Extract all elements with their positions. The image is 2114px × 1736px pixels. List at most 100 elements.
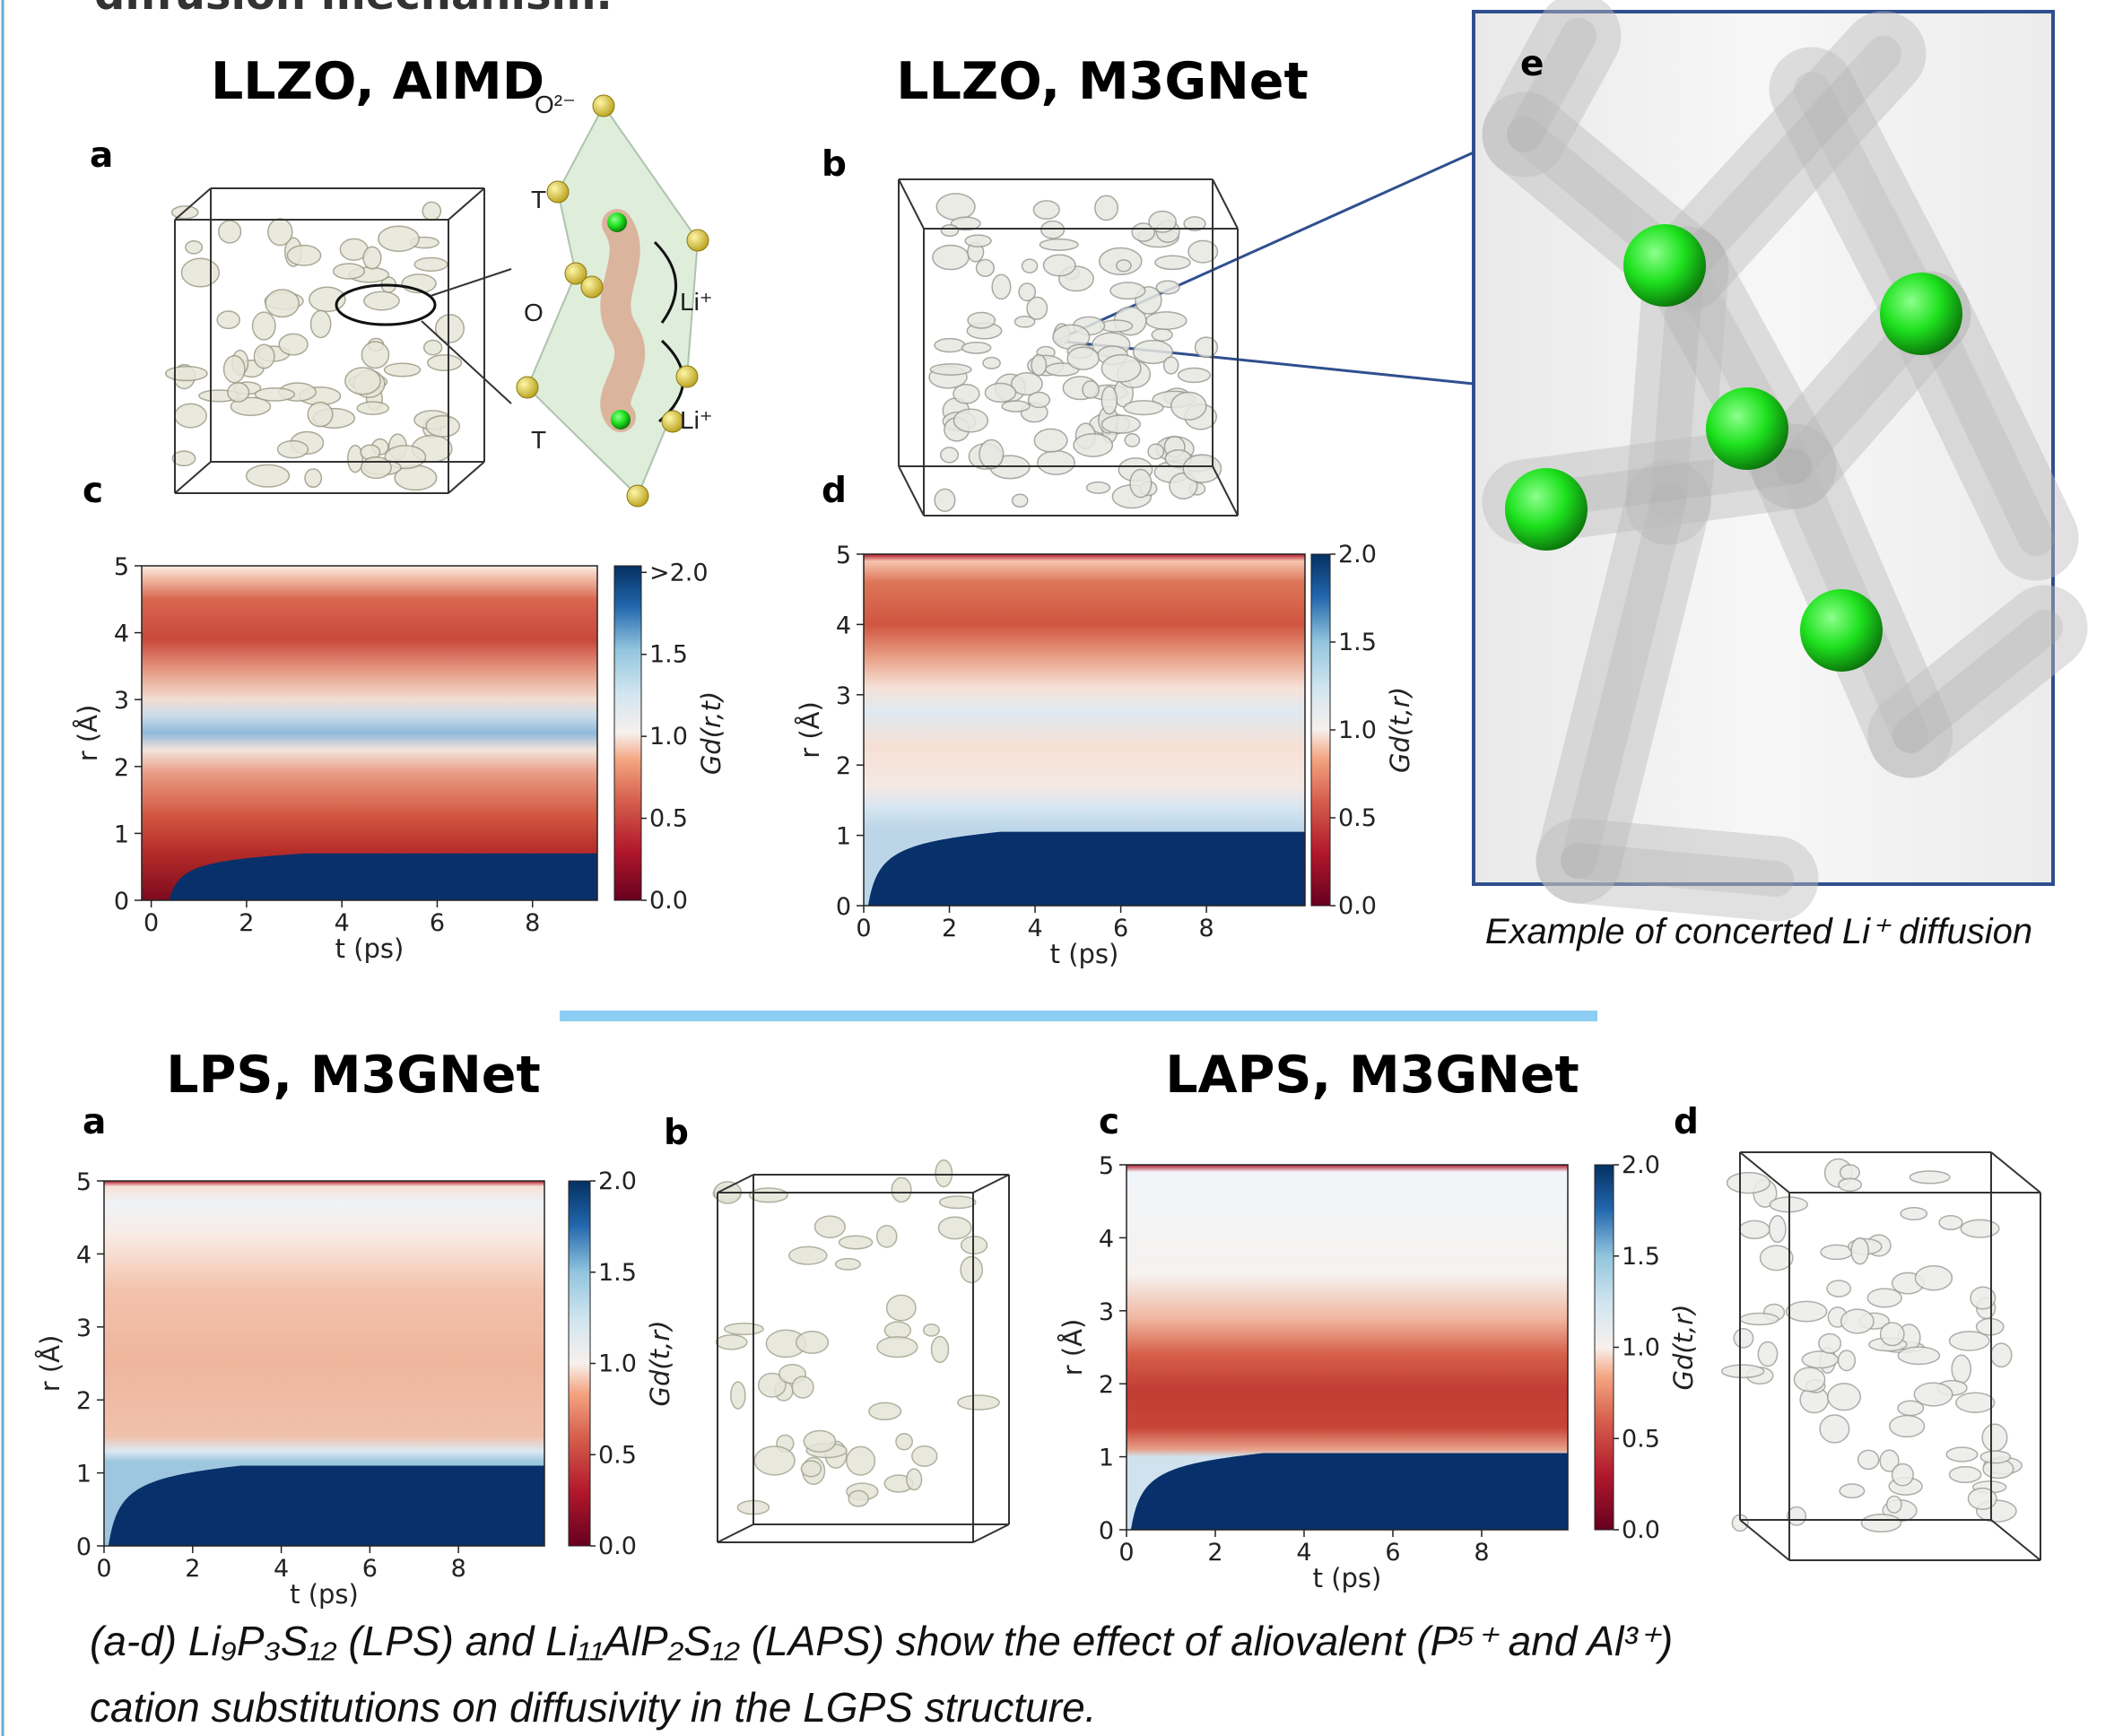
colorbar — [1595, 1165, 1614, 1530]
panel-label: a — [90, 135, 113, 176]
isosurface-blob — [985, 384, 1015, 403]
isosurface-blob — [912, 1446, 937, 1466]
isosurface-blob — [1083, 381, 1099, 398]
isosurface-blob — [977, 260, 995, 277]
y-tick-label: 5 — [836, 542, 851, 569]
colorbar-tick-label: 0.5 — [1622, 1425, 1660, 1453]
y-tick-label: 4 — [76, 1241, 91, 1269]
y-tick-label: 4 — [836, 612, 851, 639]
isosurface-blob — [892, 1177, 911, 1202]
isosurface-blob — [935, 489, 955, 511]
y-tick-label: 3 — [836, 682, 851, 710]
colorbar-tick-label: 2.0 — [1622, 1151, 1660, 1179]
y-tick-label: 0 — [114, 888, 129, 916]
lithium-atom — [1706, 387, 1788, 470]
isosurface-blob — [1014, 317, 1034, 327]
colorbar — [1311, 554, 1330, 906]
isosurface-blob — [1761, 1246, 1793, 1270]
colorbar-tick-label: 0.5 — [1338, 804, 1377, 832]
lithium-atom — [607, 213, 627, 232]
isosurface-blob — [804, 1430, 835, 1452]
isosurface-blob — [1946, 1447, 1977, 1462]
isosurface-blob — [907, 1469, 922, 1489]
caption-line: cation substitutions on diffusivity in t… — [90, 1684, 1096, 1731]
x-tick-label: 6 — [1385, 1539, 1400, 1567]
isosurface-blob — [1820, 1415, 1849, 1443]
panel-label: b — [664, 1113, 689, 1153]
isosurface-blob — [1950, 1467, 1981, 1482]
isosurface-blob — [940, 1196, 976, 1208]
isosurface-blob — [1892, 1463, 1914, 1485]
isosurface-blob — [361, 342, 388, 368]
x-tick-label: 2 — [185, 1555, 200, 1583]
y-axis-label: r (Å) — [35, 1335, 65, 1393]
isosurface-blob — [308, 403, 333, 427]
isosurface-blob — [385, 363, 421, 377]
isosurface-blob — [428, 355, 462, 370]
colorbar-tick-label: 0.0 — [598, 1532, 637, 1560]
isosurface-blob — [1991, 1343, 2012, 1367]
colorbar-tick-label: 0.0 — [649, 887, 688, 915]
colorbar-tick-label: 1.5 — [1622, 1243, 1660, 1271]
x-tick-label: 6 — [430, 909, 445, 937]
panel-title: LLZO, M3GNet — [896, 52, 1308, 111]
isosurface-blob — [1101, 355, 1141, 382]
isosurface-blob — [877, 1226, 897, 1247]
colorbar-label: Gd(t,r) — [1385, 687, 1415, 773]
x-axis-label: t (ps) — [1050, 939, 1119, 969]
x-tick-label: 0 — [144, 909, 159, 937]
isosurface-blob — [1827, 1280, 1850, 1297]
y-tick-label: 5 — [1099, 1152, 1114, 1180]
isosurface-blob — [1840, 1484, 1864, 1497]
x-tick-label: 0 — [856, 915, 871, 942]
x-tick-label: 0 — [1118, 1539, 1134, 1567]
isosurface-blob — [1890, 1416, 1925, 1437]
isosurface-blob — [1914, 1383, 1953, 1406]
y-tick-label: 2 — [836, 752, 851, 780]
panel-label: b — [822, 144, 847, 185]
isosurface-blob — [1095, 195, 1118, 220]
colorbar-tick-label: 0.0 — [1622, 1516, 1660, 1544]
isosurface-blob — [1939, 1216, 1962, 1229]
isosurface-blob — [1956, 1393, 1995, 1412]
isosurface-blob — [1740, 1314, 1779, 1325]
isosurface-blob — [166, 367, 207, 381]
isosurface-blob — [725, 1324, 763, 1335]
y-axis-label: r (Å) — [795, 701, 825, 759]
isosurface-blob — [255, 388, 294, 401]
panel-caption: Example of concerted Li⁺ diffusion — [1485, 912, 2032, 951]
y-axis-label: r (Å) — [73, 705, 103, 762]
oxygen-atom — [593, 95, 614, 117]
colorbar-tick-label: 2.0 — [1338, 541, 1377, 569]
colorbar — [614, 566, 641, 900]
isosurface-blob — [1828, 1384, 1860, 1410]
y-tick-label: 1 — [114, 820, 129, 848]
y-tick-label: 0 — [836, 893, 851, 921]
isosurface-blob — [1156, 281, 1179, 293]
oxygen-atom — [676, 366, 698, 387]
annotation: T — [531, 426, 546, 454]
y-tick-label: 2 — [76, 1387, 91, 1415]
isosurface-blob — [422, 202, 440, 220]
isosurface-blob — [887, 1295, 916, 1320]
isosurface-blob — [941, 225, 958, 237]
colorbar — [569, 1181, 590, 1546]
colorbar-label: Gd(t,r) — [645, 1320, 675, 1406]
isosurface-blob — [361, 457, 392, 479]
panel-title: LLZO, AIMD — [211, 52, 544, 111]
isosurface-blob — [305, 469, 321, 487]
y-tick-label: 0 — [1099, 1517, 1114, 1545]
isosurface-blob — [1067, 347, 1099, 369]
isosurface-blob — [1887, 1497, 1901, 1514]
isosurface-blob — [175, 404, 206, 427]
y-tick-label: 1 — [76, 1461, 91, 1489]
y-tick-label: 4 — [114, 621, 129, 648]
isosurface-blob — [1101, 386, 1117, 414]
isosurface-blob — [219, 221, 241, 243]
figure: diffusion mechanism. LLZO, AIMD LLZO, M3… — [0, 0, 2114, 1736]
isosurface-blob — [1961, 1220, 1999, 1237]
isosurface-blob — [265, 290, 299, 317]
annotation: Li⁺ — [680, 288, 713, 316]
isosurface-blob — [414, 258, 448, 272]
oxygen-atom — [581, 276, 603, 298]
